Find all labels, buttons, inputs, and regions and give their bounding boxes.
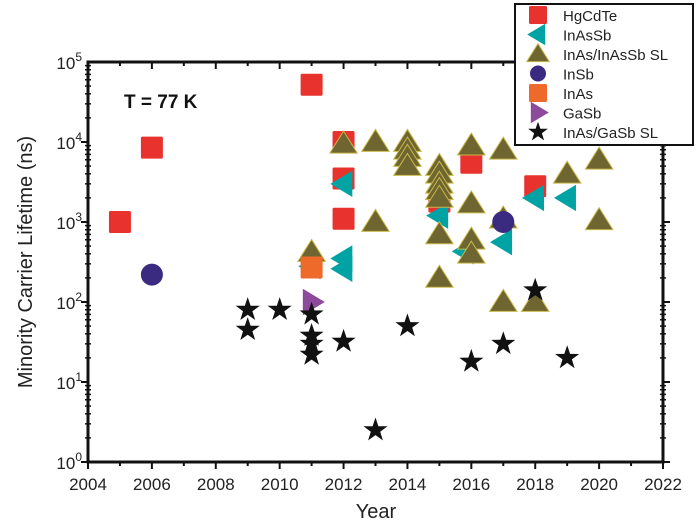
data-point: [584, 206, 614, 231]
data-point: [363, 417, 388, 441]
x-tick-label: 2006: [133, 475, 171, 494]
data-point: [235, 317, 260, 340]
legend-label: InAs: [563, 86, 593, 103]
data-point: [302, 288, 325, 316]
y-tick-label: 105: [56, 50, 82, 73]
legend-label: GaSb: [563, 106, 601, 123]
data-point: [140, 263, 163, 286]
data-point: [328, 130, 359, 154]
x-tick-label: 2010: [261, 475, 299, 494]
data-point: [330, 170, 353, 198]
data-points: [108, 73, 614, 441]
legend-marker: [528, 121, 548, 141]
x-tick-label: 2014: [389, 475, 427, 494]
data-point: [140, 136, 163, 159]
data-point: [360, 128, 391, 152]
data-point: [522, 184, 545, 212]
legend: HgCdTe InAsSb InAs/InAsSb SL InSb InAs GaSb In…: [514, 3, 694, 146]
series-gasb: [302, 288, 325, 316]
data-point: [332, 207, 355, 230]
data-point: [424, 184, 455, 208]
legend-marker: [527, 23, 546, 46]
y-tick-label: 101: [56, 370, 82, 393]
legend-label: HgCdTe: [563, 8, 617, 25]
y-tick-label: 103: [56, 210, 82, 233]
legend-marker: [530, 65, 546, 82]
data-point: [488, 288, 518, 312]
y-tick-label: 102: [56, 290, 82, 313]
temperature-annotation: T = 77 K: [124, 92, 198, 113]
data-point: [235, 297, 260, 320]
data-point: [395, 313, 420, 337]
data-point: [584, 146, 614, 170]
data-point: [456, 189, 486, 214]
legend-marker: [525, 42, 551, 63]
data-point: [424, 220, 455, 245]
data-point: [456, 240, 486, 264]
data-point: [490, 228, 513, 256]
plot-frame: [86, 60, 665, 464]
data-point: [299, 301, 324, 325]
x-tick-label: 2022: [644, 475, 682, 494]
data-point: [523, 277, 548, 301]
data-point: [520, 288, 550, 312]
series-insb: [140, 211, 515, 286]
legend-marker: [529, 6, 547, 24]
series-inas-gasb-sl: [235, 277, 580, 441]
data-point: [331, 328, 356, 352]
data-point: [108, 211, 131, 233]
data-point: [555, 345, 580, 369]
data-point: [360, 208, 391, 232]
x-tick-label: 2008: [197, 475, 235, 494]
data-point: [299, 342, 324, 365]
x-tick-labels: 2004 2006 2008 2010 2012 2014 2016 2018 2020 2022: [69, 475, 682, 494]
legend-label: InSb: [563, 67, 594, 84]
legend-label: InAs/InAsSb SL: [563, 47, 668, 64]
data-point: [552, 160, 582, 184]
y-tick-label: 100: [56, 450, 82, 473]
legend-marker: [529, 84, 547, 102]
y-tick-labels: 100 101 102 103 104 105: [56, 50, 82, 473]
data-point: [424, 264, 455, 288]
legend-label: InAsSb: [563, 28, 611, 45]
data-point: [460, 151, 483, 174]
x-tick-label: 2016: [452, 475, 490, 494]
data-point: [456, 132, 486, 156]
data-point: [491, 331, 516, 355]
x-tick-label: 2020: [580, 475, 618, 494]
legend-marker: [530, 101, 549, 124]
legend-label: InAs/GaSb SL: [563, 125, 658, 142]
x-tick-label: 2004: [69, 475, 107, 494]
data-point: [300, 256, 323, 279]
x-tick-label: 2018: [516, 475, 554, 494]
data-point: [492, 211, 515, 233]
data-point: [426, 202, 449, 229]
series-inas-inassb-sl: [296, 128, 614, 312]
data-point: [488, 136, 518, 160]
data-point: [392, 152, 423, 176]
data-point: [553, 184, 576, 212]
data-point: [300, 73, 323, 96]
data-point: [459, 348, 484, 372]
x-axis-title: Year: [356, 501, 397, 523]
x-tick-label: 2012: [325, 475, 363, 494]
y-axis-title: Minority Carrier Lifetime (ns): [15, 136, 37, 388]
data-point: [267, 297, 292, 320]
y-tick-label: 104: [56, 130, 82, 153]
data-point: [330, 255, 353, 283]
series-inas: [300, 256, 323, 279]
